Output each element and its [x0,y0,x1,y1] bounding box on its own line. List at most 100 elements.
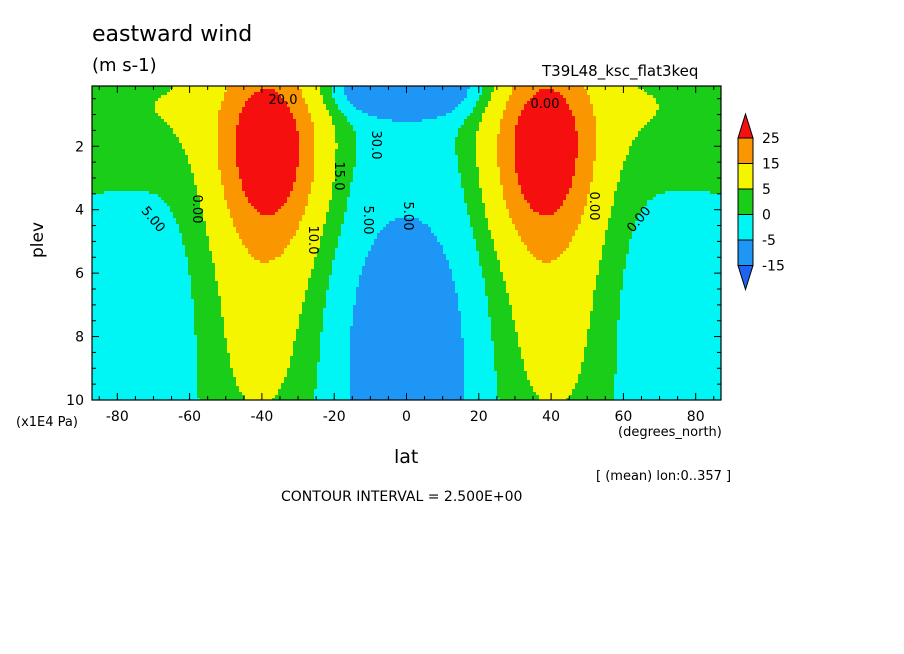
contour-cell [203,104,207,108]
contour-cell [134,137,138,141]
contour-cell [227,140,231,144]
contour-cell [137,251,141,255]
contour-cell [221,233,225,237]
contour-cell [173,116,177,120]
contour-cell [167,281,171,285]
contour-cell [197,257,201,261]
contour-cell [230,272,234,276]
contour-cell [200,236,204,240]
contour-cell [194,227,198,231]
contour-cell [95,353,99,357]
contour-cell [215,182,219,186]
contour-cell [191,329,195,333]
contour-cell [206,383,210,387]
contour-cell [158,386,162,390]
contour-cell [152,383,156,387]
contour-cell [134,356,138,360]
contour-cell [173,209,177,213]
contour-cell [218,188,222,192]
contour-cell [221,260,225,264]
contour-cell [203,263,207,267]
contour-cell [110,140,114,144]
contour-cell [209,137,213,141]
contour-cell [227,152,231,156]
contour-cell [128,281,132,285]
contour-cell [227,245,231,249]
contour-cell [185,332,189,336]
contour-cell [143,155,147,159]
contour-cell [158,245,162,249]
contour-cell [221,386,225,390]
contour-cell [227,119,231,123]
contour-cell [149,311,153,315]
contour-cell [131,95,135,99]
contour-cell [128,107,132,111]
contour-cell [137,149,141,153]
contour-cell [131,281,135,285]
contour-cell [146,257,150,261]
contour-cell [221,272,225,276]
contour-cell [152,302,156,306]
contour-cell [146,239,150,243]
contour-cell [209,95,213,99]
contour-cell [113,215,117,219]
contour-cell [116,239,120,243]
contour-cell [155,299,159,303]
contour-cell [137,113,141,117]
contour-cell [230,263,234,267]
contour-cell [98,329,102,333]
contour-cell [149,290,153,294]
contour-cell [140,353,144,357]
contour-cell [134,386,138,390]
contour-cell [221,302,225,306]
contour-cell [128,338,132,342]
contour-cell [191,158,195,162]
contour-cell [161,356,165,360]
contour-cell [227,344,231,348]
contour-cell [140,242,144,246]
contour-cell [218,386,222,390]
contour-cell [140,395,144,399]
contour-cell [152,362,156,366]
contour-cell [170,296,174,300]
contour-cell [101,392,105,396]
contour-cell [122,239,126,243]
contour-cell [215,329,219,333]
contour-cell [110,299,114,303]
contour-cell [185,263,189,267]
contour-cell [164,182,168,186]
contour-cell [215,110,219,114]
contour-cell [191,89,195,93]
contour-cell [137,218,141,222]
contour-cell [212,131,216,135]
contour-cell [149,128,153,132]
contour-cell [95,206,99,210]
contour-cell [203,266,207,270]
contour-cell [191,290,195,294]
contour-cell [224,272,228,276]
contour-cell [140,182,144,186]
contour-cell [215,380,219,384]
contour-cell [167,101,171,105]
contour-cell [155,170,159,174]
contour-cell [143,107,147,111]
contour-cell [224,173,228,177]
contour-cell [170,116,174,120]
contour-cell [110,206,114,210]
contour-cell [230,194,234,198]
contour-cell [206,389,210,393]
contour-cell [209,383,213,387]
contour-cell [203,254,207,258]
contour-cell [134,227,138,231]
contour-cell [128,350,132,354]
contour-cell [143,284,147,288]
contour-cell [203,107,207,111]
contour-cell [191,242,195,246]
contour-cell [107,287,111,291]
contour-cell [155,248,159,252]
contour-cell [188,179,192,183]
contour-cell [221,185,225,189]
contour-cell [95,95,99,99]
contour-cell [122,233,126,237]
contour-cell [173,317,177,321]
